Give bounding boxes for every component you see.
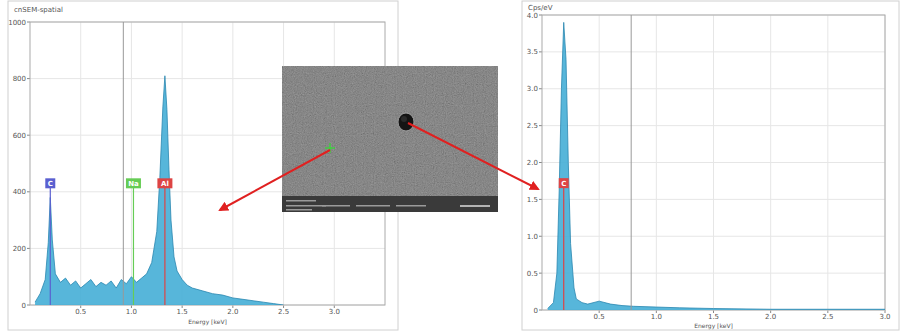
x-tick-label: 0.5 bbox=[594, 313, 605, 321]
y-tick-label: 1.5 bbox=[527, 196, 538, 204]
element-label: C bbox=[48, 180, 53, 188]
spectrum-fill bbox=[548, 22, 885, 310]
x-tick-label: 2.5 bbox=[822, 313, 833, 321]
x-tick-label: 2.0 bbox=[765, 313, 776, 321]
element-line bbox=[133, 183, 134, 305]
grid-line bbox=[80, 22, 81, 305]
x-tick-label: 1.0 bbox=[651, 313, 662, 321]
y-tick-label: 3.0 bbox=[527, 85, 538, 93]
grid-line bbox=[542, 236, 885, 237]
grid-line bbox=[542, 88, 885, 89]
sem-point-marker bbox=[329, 143, 330, 153]
grid-line bbox=[182, 22, 183, 305]
element-tag bbox=[45, 178, 55, 188]
x-axis-title: Energy [keV] bbox=[188, 318, 227, 326]
sem-info-line bbox=[322, 205, 350, 207]
y-tick-label: 0 bbox=[534, 307, 538, 315]
arrow bbox=[408, 123, 538, 189]
spectrum-panel: Cps/eV0.51.01.52.02.53.000.51.01.52.02.5… bbox=[522, 1, 899, 330]
grid-line bbox=[232, 22, 233, 305]
y-tick-label: 800 bbox=[13, 75, 26, 83]
element-line bbox=[563, 183, 564, 310]
sem-image bbox=[282, 66, 498, 212]
element-line bbox=[50, 183, 51, 305]
grid-line bbox=[542, 162, 885, 163]
grid-line bbox=[542, 125, 885, 126]
element-tag bbox=[559, 178, 569, 188]
spectrum-line bbox=[35, 76, 284, 305]
y-tick-label: 2.5 bbox=[527, 122, 538, 130]
spectrum-fill bbox=[35, 76, 284, 305]
plot-frame bbox=[542, 15, 885, 310]
sem-info-line bbox=[396, 205, 426, 207]
element-label: Al bbox=[161, 180, 169, 188]
element-tag bbox=[126, 178, 141, 188]
grid-line bbox=[542, 273, 885, 274]
x-tick-label: 1.0 bbox=[126, 308, 137, 316]
x-tick-label: 1.5 bbox=[177, 308, 188, 316]
panel-title: cnSEM-spatial bbox=[14, 6, 63, 14]
x-tick-label: 1.5 bbox=[708, 313, 719, 321]
sem-particle-core bbox=[401, 116, 407, 122]
x-tick-label: 3.0 bbox=[329, 308, 340, 316]
sem-info-bar bbox=[282, 196, 498, 212]
y-tick-label: 1.0 bbox=[527, 233, 538, 241]
sem-info-line bbox=[286, 205, 326, 207]
x-tick-label: 2.5 bbox=[278, 308, 289, 316]
element-tag bbox=[157, 178, 172, 188]
element-label: C bbox=[561, 180, 566, 188]
sem-info-line bbox=[356, 205, 390, 207]
sem-scale-bar bbox=[460, 205, 490, 207]
y-tick-label: 0 bbox=[22, 302, 26, 310]
cursor-line bbox=[123, 22, 124, 305]
y-tick-label: 1000 bbox=[8, 19, 26, 27]
element-line bbox=[164, 183, 165, 305]
grid-line bbox=[542, 51, 885, 52]
sem-noise bbox=[282, 66, 498, 196]
y-tick-label: 400 bbox=[13, 188, 26, 196]
grid-line bbox=[30, 248, 385, 249]
cursor-line bbox=[631, 15, 632, 310]
data-group bbox=[35, 22, 284, 305]
figure: cnSEM-spatial 0.5 1.0 1.5 2.0 2.5 3.0 0 200 400 60… bbox=[0, 0, 901, 331]
sem-particle bbox=[398, 113, 414, 131]
x-tick-label: 2.0 bbox=[227, 308, 238, 316]
element-label: Na bbox=[128, 180, 139, 188]
y-tick-label: 0.5 bbox=[527, 270, 538, 278]
spectrum-line bbox=[548, 22, 885, 309]
y-tick-label: 4.0 bbox=[527, 12, 538, 20]
data-group bbox=[548, 15, 885, 310]
y-tick-label: 3.5 bbox=[527, 48, 538, 56]
sem-info-line bbox=[286, 200, 316, 202]
grid-line bbox=[542, 199, 885, 200]
sem-info-line bbox=[286, 209, 312, 211]
sem-background bbox=[282, 66, 498, 212]
panel-frame bbox=[522, 1, 899, 330]
grid-line bbox=[131, 22, 132, 305]
y-tick-label: 200 bbox=[13, 245, 26, 253]
arrow bbox=[220, 150, 330, 210]
y-tick-label: 2.0 bbox=[527, 159, 538, 167]
y-tick-label: 600 bbox=[13, 132, 26, 140]
x-tick-label: 0.5 bbox=[75, 308, 86, 316]
x-axis-title: Energy [keV] bbox=[694, 322, 733, 330]
x-tick-label: 3.0 bbox=[879, 313, 890, 321]
